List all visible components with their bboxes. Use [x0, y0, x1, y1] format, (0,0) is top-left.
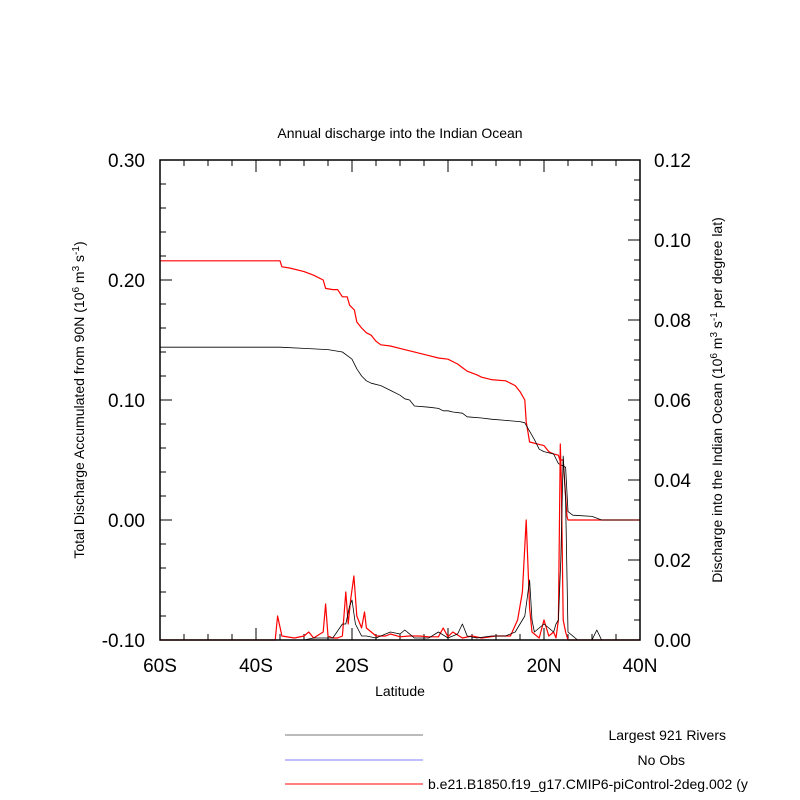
- x-tick-label: 20N: [527, 656, 562, 677]
- axis-ticks: [159, 159, 641, 641]
- left-y-tick-label: 0.00: [108, 511, 145, 532]
- series-line-4: [160, 455, 640, 641]
- legend-label-largest-rivers: Largest 921 Rivers: [608, 727, 726, 743]
- left-y-tick-label: 0.20: [108, 271, 145, 292]
- series-line-2: [160, 346, 640, 521]
- series-line-1: [160, 260, 640, 521]
- plot-frame: [159, 159, 641, 641]
- right-y-tick-label: 0.10: [654, 231, 691, 252]
- left-y-tick-label: -0.10: [102, 631, 145, 652]
- right-y-tick-label: 0.00: [654, 631, 691, 652]
- plot-series: [160, 260, 640, 641]
- right-y-tick-label: 0.06: [654, 391, 691, 412]
- right-y-tick-label: 0.12: [654, 151, 691, 172]
- right-y-axis-label: Discharge into the Indian Ocean (106 m3 …: [709, 217, 726, 583]
- x-tick-label: 20S: [335, 656, 369, 677]
- x-tick-label: 40S: [239, 656, 273, 677]
- right-y-tick-label: 0.04: [654, 471, 691, 492]
- legend-label-model-run: b.e21.B1850.f19_g17.CMIP6-piControl-2deg…: [428, 776, 748, 792]
- legend-label-no-obs: No Obs: [638, 752, 685, 768]
- x-axis-label: Latitude: [375, 683, 425, 699]
- series-line-3: [160, 443, 640, 641]
- x-tick-label: 60S: [143, 656, 177, 677]
- legend: Largest 921 Rivers No Obs b.e21.B1850.f1…: [285, 727, 748, 792]
- left-y-tick-label: 0.10: [108, 391, 145, 412]
- x-tick-label: 0: [443, 656, 454, 677]
- left-y-axis-label: Total Discharge Accumulated from 90N (10…: [71, 241, 88, 558]
- x-tick-label: 40N: [623, 656, 658, 677]
- right-y-tick-label: 0.08: [654, 311, 691, 332]
- right-y-tick-label: 0.02: [654, 551, 691, 572]
- chart-title: Annual discharge into the Indian Ocean: [277, 125, 522, 141]
- left-y-tick-label: 0.30: [108, 151, 145, 172]
- tick-labels: 60S 40S 20S 0 20N 40N -0.10 0.00 0.10 0.20 0.30 0.0…: [102, 151, 692, 677]
